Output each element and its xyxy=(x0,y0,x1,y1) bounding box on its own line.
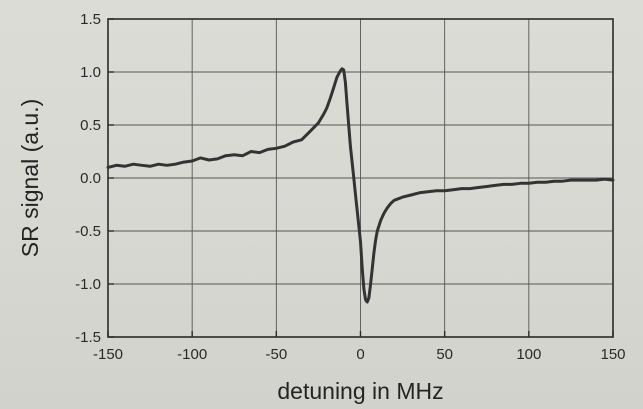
y-tick-label: 1.0 xyxy=(80,64,101,81)
axis-ticks xyxy=(107,18,614,338)
x-tick-label: 0 xyxy=(356,346,364,363)
x-tick-label: 100 xyxy=(516,346,541,363)
x-tick-label: 150 xyxy=(600,346,625,363)
y-axis-title: SR signal (a.u.) xyxy=(17,99,43,258)
grid-lines xyxy=(108,19,613,337)
x-tick-label: 50 xyxy=(436,346,453,363)
y-tick-label: 1.5 xyxy=(80,11,101,28)
x-axis-title: detuning in MHz xyxy=(277,378,443,404)
y-tick-label: 0.5 xyxy=(80,117,101,134)
y-tick-labels: -1.5 -1.0 -0.5 0.0 0.5 1.0 1.5 xyxy=(75,11,101,346)
sr-signal-series-line xyxy=(106,67,615,304)
x-tick-label: -100 xyxy=(177,346,207,363)
y-tick-label: -0.5 xyxy=(75,223,101,240)
x-tick-labels: -150 -100 -50 0 50 100 150 xyxy=(93,346,626,363)
y-tick-label: -1.5 xyxy=(75,329,101,346)
x-tick-label: -50 xyxy=(265,346,287,363)
x-tick-label: -150 xyxy=(93,346,123,363)
y-tick-label: -1.0 xyxy=(75,276,101,293)
y-tick-label: 0.0 xyxy=(80,170,101,187)
